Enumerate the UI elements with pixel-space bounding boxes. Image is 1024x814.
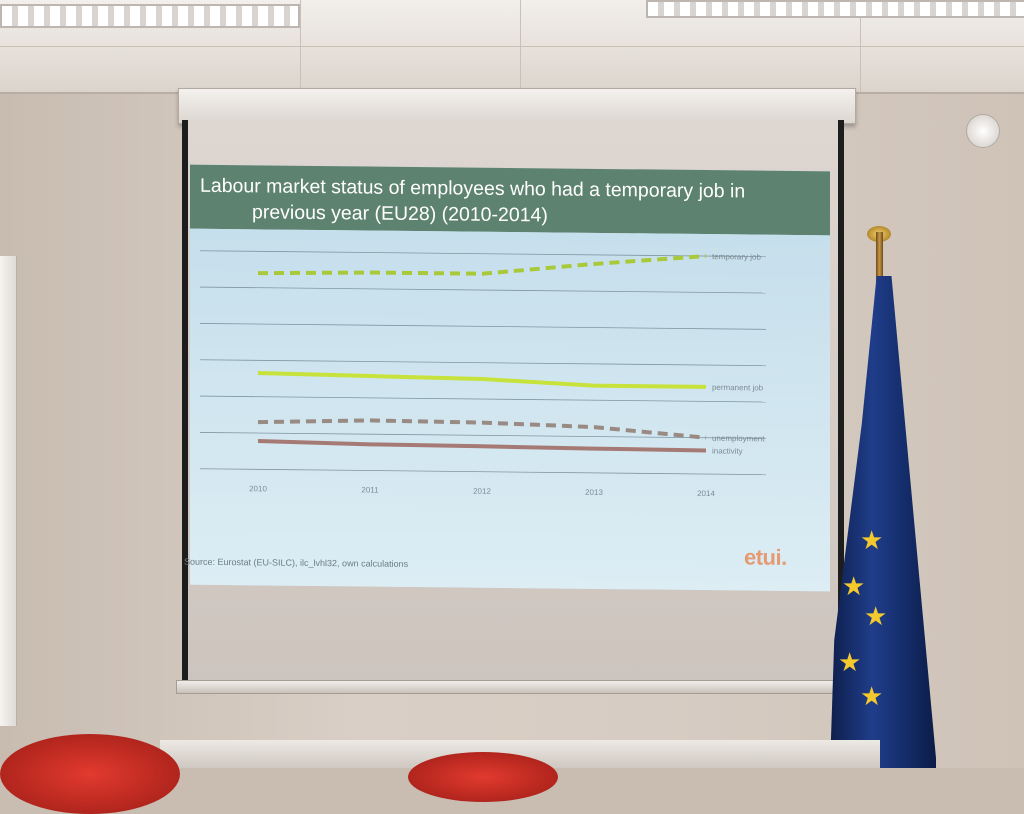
projected-slide: Labour market status of employees who ha…: [184, 164, 830, 592]
series-label: temporary job: [712, 252, 761, 262]
smoke-detector: [966, 114, 1000, 148]
etui-logo: etui.: [744, 544, 787, 570]
series-line: [257, 371, 706, 389]
flag-star-icon: ★: [838, 648, 862, 678]
series-label: permanent job: [712, 383, 764, 393]
line-chart: 2010 2011 2012 2013 2014 temporary job permane…: [200, 250, 766, 498]
chart-gridline: [200, 432, 766, 439]
slide-title-line-1: Labour market status of employees who ha…: [200, 174, 746, 203]
red-chair: [0, 734, 180, 814]
x-tick-label: 2012: [473, 487, 491, 496]
ceiling-tile-seam: [0, 46, 1024, 47]
chart-gridline: [200, 286, 766, 294]
whiteboard-edge: [0, 256, 17, 726]
red-chair: [408, 752, 558, 802]
flag-star-icon: ★: [864, 602, 888, 632]
series-label: inactivity: [712, 446, 743, 455]
x-tick-label: 2013: [585, 488, 603, 497]
x-tick-label: 2014: [697, 489, 715, 498]
ceiling-tile-seam: [300, 0, 301, 92]
ceiling-tile-seam: [520, 0, 521, 92]
x-tick-label: 2011: [361, 485, 379, 494]
ceiling-light: [646, 0, 1024, 18]
slide-title: Labour market status of employees who ha…: [200, 173, 830, 232]
series-line: [257, 418, 707, 440]
flag-star-icon: ★: [860, 682, 884, 712]
slide-title-bar: Labour market status of employees who ha…: [190, 164, 830, 236]
series-label: unemployment: [712, 434, 765, 444]
slide-title-line-2: previous year (EU28) (2010-2014): [252, 201, 548, 227]
projector-screen-housing: [178, 88, 856, 124]
flag-star-icon: ★: [860, 526, 884, 556]
chart-gridline: [200, 250, 766, 258]
ceiling-tile-seam: [860, 0, 861, 92]
ceiling-light: [0, 4, 300, 28]
series-line: [257, 439, 707, 453]
ceiling: [0, 0, 1024, 94]
series-line: [257, 254, 707, 276]
chart-gridline: [200, 395, 766, 403]
x-tick-label: 2010: [249, 484, 267, 493]
chart-gridline: [200, 323, 766, 330]
chart-gridline: [200, 468, 766, 476]
projector-screen-bottom-bar: [176, 680, 834, 694]
chart-gridline: [200, 359, 766, 367]
flag-star-icon: ★: [842, 572, 866, 602]
